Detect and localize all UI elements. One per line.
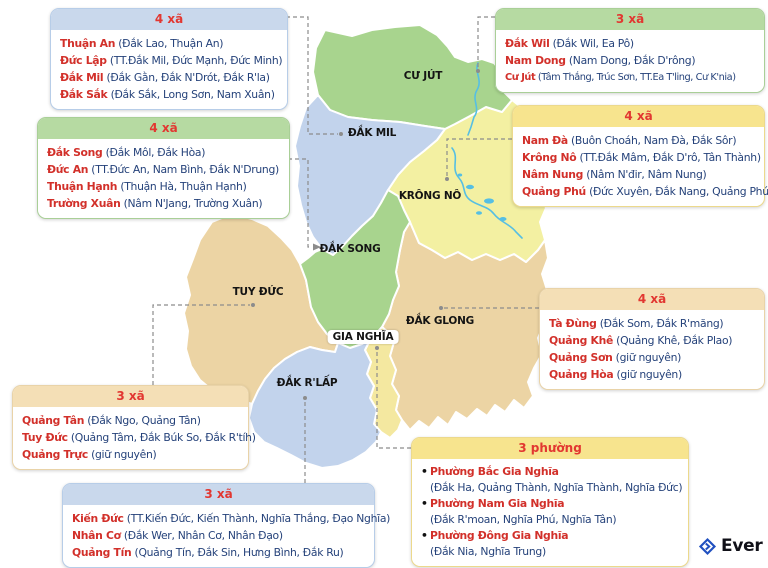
map-label-cu-jut: CƯ JÚT — [403, 70, 443, 82]
ward-row: Phường Đông Gia Nghĩa — [421, 528, 679, 544]
ward-row: Phường Bắc Gia Nghĩa — [421, 464, 679, 480]
lakes — [457, 173, 507, 221]
ward-detail: (Đắk Ha, Quảng Thành, Nghĩa Thành, Nghĩa… — [430, 481, 683, 494]
map-label-gia-nghia: GIA NGHĨA — [327, 330, 399, 344]
commune-row: Quảng Trực (giữ nguyên) — [22, 448, 157, 461]
commune-row: Nâm Nung (Nâm N'đir, Nâm Nung) — [522, 168, 707, 181]
commune-row: Thuận Hạnh (Thuận Hà, Thuận Hạnh) — [47, 180, 247, 193]
map-label-tuy-duc: TUY ĐỨC — [232, 286, 284, 298]
connector-tuy-duc — [152, 304, 250, 385]
commune-row: Quảng Hòa (giữ nguyên) — [549, 368, 682, 381]
map-label-dak-mil: ĐẮK MIL — [347, 127, 397, 139]
callout-header: 4 xã — [540, 289, 764, 310]
connector-dots — [251, 69, 480, 400]
callout-cu-jut: 3 xã Đắk Wil (Đắk Wil, Ea Pô) Nam Dong (… — [495, 8, 765, 93]
connector-lines — [152, 16, 539, 483]
callout-body: Quảng Tân (Đắk Ngo, Quảng Tân) Tuy Đức (… — [13, 407, 256, 469]
region-dak-rlap — [248, 336, 382, 469]
commune-row: Trường Xuân (Nâm N'Jang, Trường Xuân) — [47, 197, 263, 210]
callout-body: Nam Đà (Buôn Choáh, Nam Đà, Đắk Sôr) Krô… — [513, 127, 768, 206]
callout-header: 3 phường — [412, 438, 688, 459]
connector-gia-nghia — [376, 350, 411, 449]
callout-body: Thuận An (Đắk Lao, Thuận An) Đức Lập (TT… — [51, 30, 287, 109]
commune-row: Thuận An (Đắk Lao, Thuận An) — [60, 37, 224, 50]
commune-row: Đắk Sắk (Đắk Sắk, Long Sơn, Nam Xuân) — [60, 88, 275, 101]
commune-row: Quảng Sơn (giữ nguyên) — [549, 351, 682, 364]
commune-row: Đắk Wil (Đắk Wil, Ea Pô) — [505, 37, 634, 50]
commune-row: Tà Đùng (Đắk Som, Đắk R'măng) — [549, 317, 724, 330]
ward-row: Phường Nam Gia Nghĩa — [421, 496, 679, 512]
callout-dak-song: 4 xã Đắk Song (Đắk Môl, Đắk Hòa) Đức An … — [37, 117, 290, 219]
connector-dak-mil — [286, 16, 338, 135]
callout-header: 4 xã — [38, 118, 289, 139]
callout-header: 3 xã — [63, 484, 374, 505]
map-label-krong-no: KRÔNG NÔ — [398, 190, 462, 202]
region-dak-song — [299, 189, 411, 349]
arrow-dak-song — [313, 243, 321, 251]
callout-tuy-duc: 3 xã Quảng Tân (Đắk Ngo, Quảng Tân) Tuy … — [12, 385, 256, 470]
callout-body: Đắk Wil (Đắk Wil, Ea Pô) Nam Dong (Nam D… — [496, 30, 764, 92]
commune-row: Nam Dong (Nam Dong, Đắk D'rông) — [505, 54, 696, 67]
commune-row: Nhân Cơ (Đắk Wer, Nhân Cơ, Nhân Đạo) — [72, 529, 283, 542]
diamond-logo-icon — [698, 537, 717, 555]
commune-row: Nam Đà (Buôn Choáh, Nam Đà, Đắk Sôr) — [522, 134, 737, 147]
map-label-dak-rlap: ĐẮK R'LẤP — [276, 377, 338, 389]
commune-row: Quảng Khê (Quảng Khê, Đắk Plao) — [549, 334, 733, 347]
commune-row: Quảng Tín (Quảng Tín, Đắk Sin, Hưng Bình… — [72, 546, 344, 559]
commune-row: Đắk Song (Đắk Môl, Đắk Hòa) — [47, 146, 206, 159]
callout-header: 4 xã — [51, 9, 287, 30]
ward-detail: (Đắk Nia, Nghĩa Trung) — [430, 545, 546, 558]
callout-body: Phường Bắc Gia Nghĩa (Đắk Ha, Quảng Thàn… — [412, 459, 688, 566]
commune-row: Quảng Tân (Đắk Ngo, Quảng Tân) — [22, 414, 201, 427]
commune-row: Đức Lập (TT.Đắk Mil, Đức Mạnh, Đức Minh) — [60, 54, 283, 67]
connector-krong-no — [446, 138, 512, 176]
commune-row: Quảng Phú (Đức Xuyên, Đắk Nang, Quảng Ph… — [522, 185, 768, 198]
connector-cu-jut — [477, 16, 495, 68]
connector-dak-song — [288, 158, 312, 248]
callout-body: Tà Đùng (Đắk Som, Đắk R'măng) Quảng Khê … — [540, 310, 764, 389]
ward-detail: (Đắk R'moan, Nghĩa Phú, Nghĩa Tân) — [430, 513, 617, 526]
map-label-dak-glong: ĐẮK GLONG — [405, 315, 475, 327]
callout-krong-no: 4 xã Nam Đà (Buôn Choáh, Nam Đà, Đắk Sôr… — [512, 105, 768, 207]
brand-logo: Ever — [698, 536, 763, 556]
river-krong-no — [451, 147, 523, 239]
commune-row: Tuy Đức (Quảng Tâm, Đắk Búk So, Đắk R'tí… — [22, 431, 256, 444]
map-regions — [183, 24, 549, 469]
callout-header: 3 xã — [496, 9, 764, 30]
callout-body: Kiến Đức (TT.Kiến Đức, Kiến Thành, Nghĩa… — [63, 505, 391, 567]
map-label-dak-song: ĐẮK SONG — [319, 243, 381, 255]
callout-header: 3 xã — [13, 386, 248, 407]
commune-row: Krông Nô (TT.Đắk Mâm, Đắk D'rô, Tân Thàn… — [522, 151, 761, 164]
commune-row: Cư Jút (Tâm Thắng, Trúc Sơn, TT.Ea T'lin… — [505, 72, 736, 83]
callout-dak-glong: 4 xã Tà Đùng (Đắk Som, Đắk R'măng) Quảng… — [539, 288, 765, 390]
commune-row: Đức An (TT.Đức An, Nam Bình, Đắk N'Drung… — [47, 163, 279, 176]
commune-row: Đắk Mil (Đắk Gằn, Đắk N'Drót, Đắk R'la) — [60, 71, 270, 84]
brand-logo-text: Ever — [721, 536, 763, 556]
callout-dak-rlap: 3 xã Kiến Đức (TT.Kiến Đức, Kiến Thành, … — [62, 483, 391, 568]
callout-header: 4 xã — [513, 106, 764, 127]
commune-row: Kiến Đức (TT.Kiến Đức, Kiến Thành, Nghĩa… — [72, 512, 391, 525]
callout-body: Đắk Song (Đắk Môl, Đắk Hòa) Đức An (TT.Đ… — [38, 139, 289, 218]
callout-gia-nghia: 3 phường Phường Bắc Gia Nghĩa (Đắk Ha, Q… — [411, 437, 689, 567]
callout-dak-mil: 4 xã Thuận An (Đắk Lao, Thuận An) Đức Lậ… — [50, 8, 288, 110]
